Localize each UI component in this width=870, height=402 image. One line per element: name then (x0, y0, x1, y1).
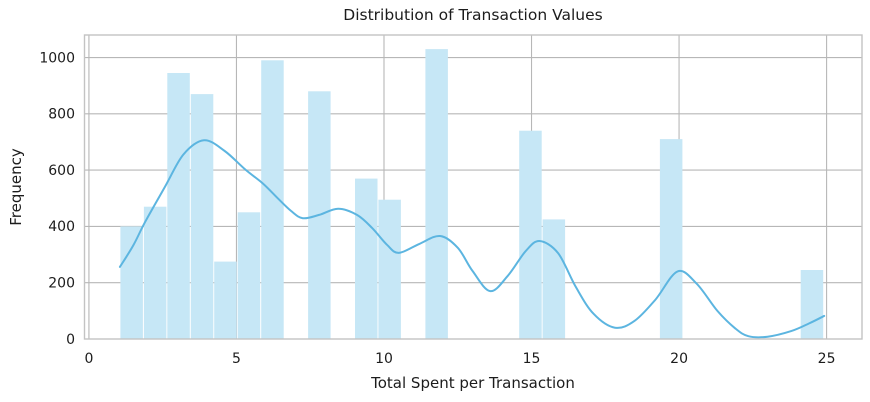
histogram-bar (190, 94, 214, 339)
y-tick-label: 800 (48, 107, 75, 123)
kde-curve (118, 139, 826, 339)
x-tick-label: 20 (670, 351, 688, 367)
chart-title: Distribution of Transaction Values (343, 6, 603, 24)
histogram-bar (120, 226, 143, 339)
histogram-bar (261, 60, 284, 340)
histogram-bar (659, 139, 683, 339)
x-tick-labels: 0 5 10 15 20 25 (84, 351, 835, 367)
x-tick-label: 5 (232, 351, 241, 367)
y-tick-label: 1000 (39, 50, 75, 66)
y-tick-label: 200 (48, 276, 75, 292)
y-tick-label: 0 (66, 332, 75, 348)
histogram-bar (800, 270, 824, 339)
plot-frame (83, 34, 863, 340)
x-axis-label: Total Spent per Transaction (371, 374, 575, 392)
histogram-bar (143, 206, 167, 339)
y-tick-label: 400 (48, 219, 75, 235)
x-tick-label: 25 (818, 351, 836, 367)
y-tick-label: 600 (48, 163, 75, 179)
histogram-bar (542, 219, 566, 339)
x-tick-label: 15 (523, 351, 541, 367)
x-tick-label: 0 (84, 351, 93, 367)
histogram-bar (519, 130, 542, 339)
histogram-bar (378, 199, 401, 339)
histogram-bars (120, 49, 824, 340)
histogram-bar (167, 73, 190, 339)
histogram-bar (425, 49, 448, 339)
histogram-bar (214, 261, 237, 339)
histogram-bar (237, 212, 261, 339)
x-tick-label: 10 (375, 351, 393, 367)
y-tick-labels: 0 200 400 600 800 1000 (39, 50, 75, 348)
histogram-bar (355, 178, 378, 339)
